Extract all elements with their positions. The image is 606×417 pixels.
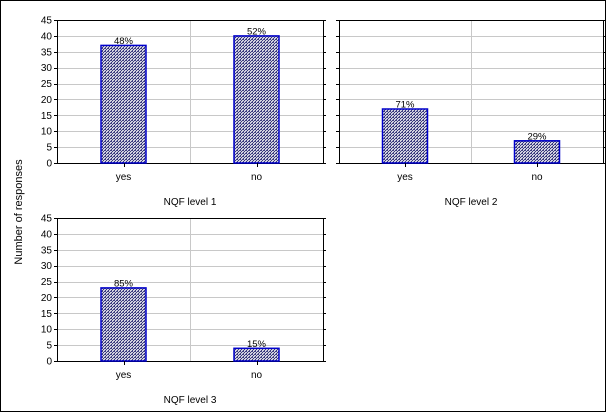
x-tick-label: no <box>251 370 263 381</box>
y-tick-label: 25 <box>41 79 53 90</box>
bar-no <box>233 35 280 164</box>
y-tick-label: 5 <box>46 341 52 352</box>
data-label: 52% <box>247 26 267 37</box>
x-tick-label: yes <box>116 172 132 183</box>
figure-y-axis-label: Number of responses <box>13 159 25 265</box>
x-tick-label: no <box>251 172 263 183</box>
y-tick-label: 45 <box>41 16 53 27</box>
bar-yes <box>381 108 429 164</box>
x-tick-label: yes <box>397 172 413 183</box>
x-axis-label: NQF level 1 <box>164 197 217 208</box>
y-tick-label: 15 <box>41 111 53 122</box>
plot-frame <box>57 20 324 164</box>
y-tick-label: 40 <box>41 229 53 240</box>
data-label: 29% <box>527 131 547 142</box>
x-axis-label: NQF level 3 <box>164 395 217 406</box>
bar-no <box>233 347 280 362</box>
y-tick-label: 0 <box>46 159 52 170</box>
y-tick-label: 0 <box>46 357 52 368</box>
y-tick-label: 15 <box>41 309 53 320</box>
y-tick-label: 10 <box>41 325 53 336</box>
y-tick-label: 25 <box>41 277 53 288</box>
bar-yes <box>100 287 147 362</box>
plot-frame <box>339 20 604 164</box>
data-label: 85% <box>114 278 134 289</box>
y-tick-label: 5 <box>46 143 52 154</box>
y-tick-label: 35 <box>41 245 53 256</box>
y-tick-label: 10 <box>41 127 53 138</box>
bar-no <box>513 140 561 164</box>
data-label: 15% <box>247 339 267 350</box>
panel-1: 0 5 10 15 20 25 30 35 40 45 48% yes 52% no NQF level 1 <box>41 16 326 208</box>
y-tick-label: 35 <box>41 47 53 58</box>
y-tick-label: 45 <box>41 214 53 225</box>
panel-3: 0 5 10 15 20 25 30 35 40 45 85% yes 15% no NQF level 3 <box>41 214 326 406</box>
y-tick-label: 40 <box>41 31 53 42</box>
y-tick-label: 30 <box>41 63 53 74</box>
bar-yes <box>100 44 147 164</box>
x-tick-label: yes <box>116 370 132 381</box>
x-axis-label: NQF level 2 <box>445 197 498 208</box>
y-tick-label: 30 <box>41 261 53 272</box>
y-tick-label: 20 <box>41 293 53 304</box>
data-label: 48% <box>114 36 134 47</box>
panel-2: 71% yes 29% no NQF level 2 <box>336 20 606 208</box>
y-tick-label: 20 <box>41 95 53 106</box>
x-tick-label: no <box>531 172 543 183</box>
data-label: 71% <box>395 100 415 111</box>
plot-frame <box>57 218 324 362</box>
